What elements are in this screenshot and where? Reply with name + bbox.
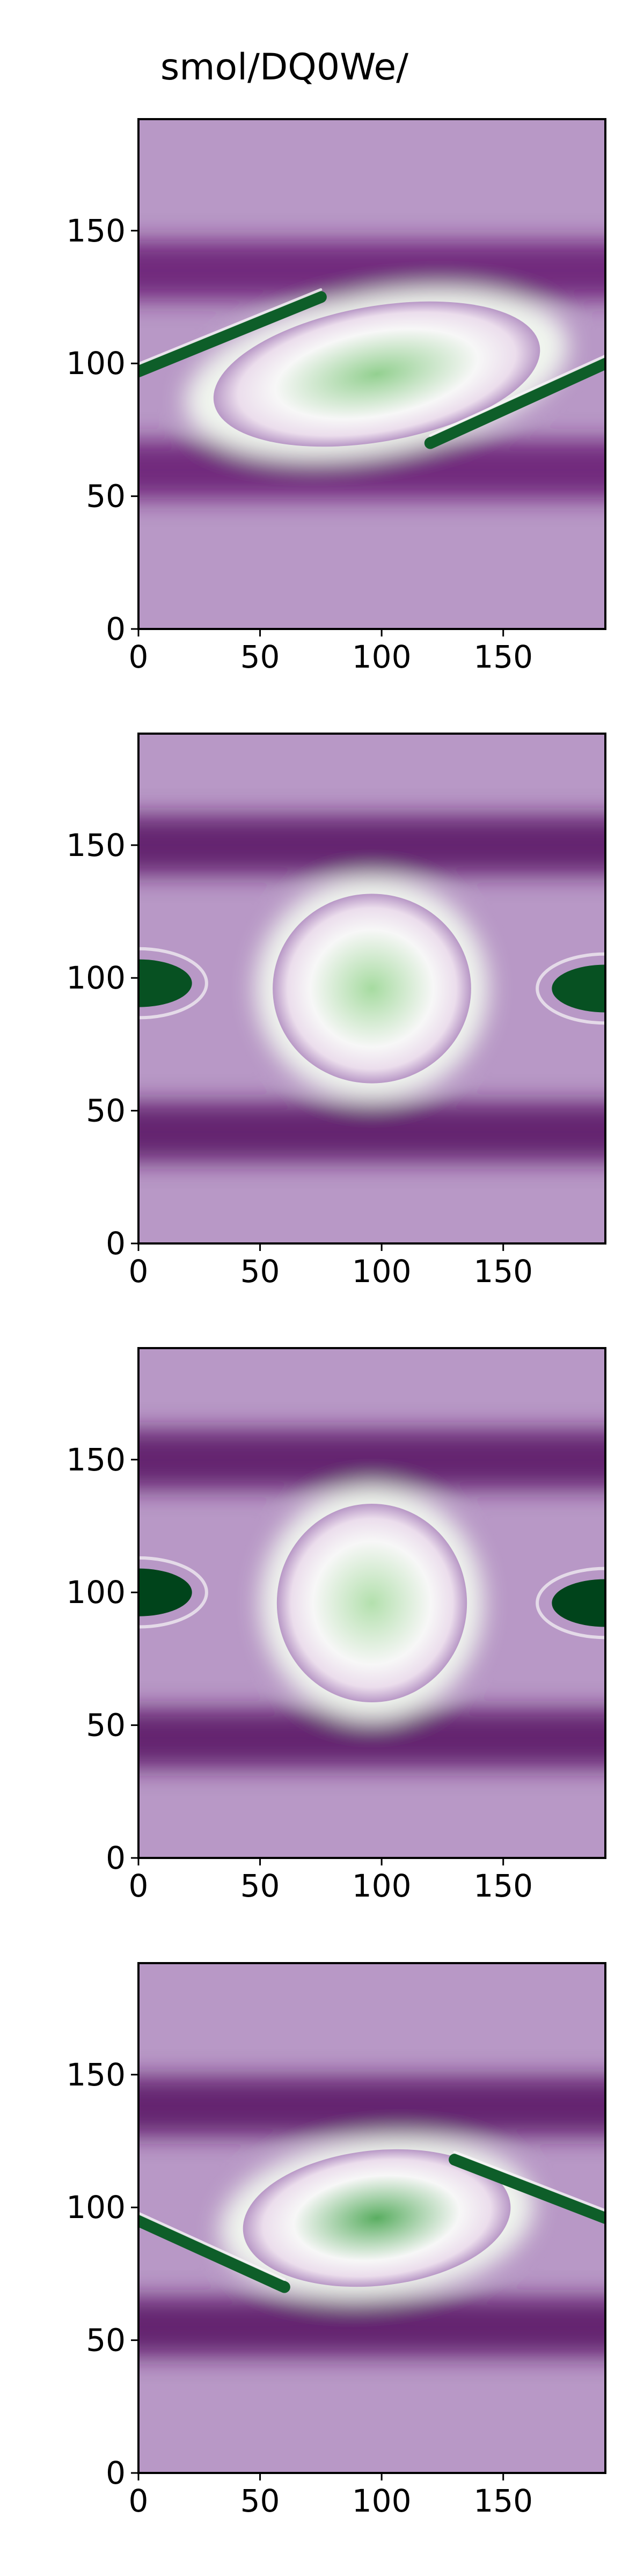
x-tick-label: 50	[240, 639, 280, 675]
figure-title: smol/DQ0We/	[160, 46, 408, 89]
y-tick-label: 0	[106, 2455, 126, 2491]
y-tick-label: 50	[86, 1707, 126, 1744]
x-tick-label: 0	[129, 2483, 149, 2519]
y-tick-label: 0	[106, 1225, 126, 1262]
x-tick-label: 100	[352, 1868, 412, 1904]
y-tick-label: 150	[66, 1441, 126, 1478]
heatmap-panel-1: 0 50 100 150 0 50 100 150	[66, 118, 606, 675]
x-tick-label: 0	[129, 639, 149, 675]
axes-frame	[137, 733, 606, 1245]
heatmap-panel-2: 0 50 100 150 0 50 100 150	[66, 733, 606, 1290]
y-tick-label: 100	[66, 345, 126, 382]
axes-frame	[137, 1347, 606, 1859]
y-tick-label: 100	[66, 960, 126, 996]
y-tick-label: 50	[86, 478, 126, 515]
x-tick-label: 150	[473, 1253, 533, 1290]
dark-band-1	[138, 2077, 605, 2136]
x-tick-label: 0	[129, 1253, 149, 1290]
edge-lobe-1	[138, 1568, 192, 1616]
edge-lobe-ring-2	[536, 952, 605, 1025]
filament-2	[424, 357, 605, 449]
vortex-core	[273, 894, 471, 1084]
filament-edge-1	[138, 2212, 286, 2281]
vortex-core	[213, 301, 540, 447]
filament-edge-2	[429, 354, 605, 437]
axes-frame	[137, 118, 606, 630]
filament-2	[449, 2154, 605, 2224]
edge-lobe-1	[138, 959, 192, 1007]
y-tick-label: 50	[86, 1093, 126, 1129]
x-tick-label: 100	[352, 2483, 412, 2519]
y-tick-label: 100	[66, 2189, 126, 2226]
dark-band-1	[138, 241, 605, 301]
x-tick-label: 100	[352, 639, 412, 675]
dark-band-1	[138, 815, 605, 875]
dark-band-2	[138, 1102, 605, 1162]
y-tick-label: 0	[106, 1840, 126, 1876]
plot-area	[138, 1348, 605, 1858]
y-tick-label: 50	[86, 2322, 126, 2359]
axes-frame	[137, 1962, 606, 2474]
heatmap-panel-4: 0 50 100 150 0 50 100 150	[66, 1962, 606, 2519]
heatmap-panel-3: 0 50 100 150 0 50 100 150	[66, 1347, 606, 1904]
x-tick-label: 150	[473, 1868, 533, 1904]
filament-edge-1	[138, 288, 323, 365]
dark-band-1	[138, 1430, 605, 1489]
edge-lobe-ring-1	[138, 1556, 208, 1629]
heatmap-panels: 0 50 100 150 0 50 100 150 0 50 100 150 0 50 100 150 0 50 1…	[66, 118, 606, 2519]
dark-band-2	[138, 2297, 605, 2357]
x-tick-label: 0	[129, 1868, 149, 1904]
plot-area	[138, 734, 605, 1243]
edge-lobe-2	[552, 964, 605, 1013]
y-tick-label: 150	[66, 213, 126, 249]
x-tick-label: 150	[473, 639, 533, 675]
y-tick-label: 100	[66, 1574, 126, 1611]
vortex-core	[243, 2149, 511, 2287]
edge-lobe-ring-2	[536, 1567, 605, 1640]
filament-edge-2	[453, 2150, 605, 2212]
filament-1	[138, 291, 327, 378]
x-tick-label: 50	[240, 1868, 280, 1904]
filament-1	[138, 2214, 290, 2293]
x-tick-label: 150	[473, 2483, 533, 2519]
x-tick-label: 50	[240, 1253, 280, 1290]
plot-area	[138, 119, 605, 629]
edge-lobe-ring-1	[138, 947, 208, 1020]
x-tick-label: 100	[352, 1253, 412, 1290]
plot-area	[138, 1963, 605, 2473]
y-tick-label: 150	[66, 827, 126, 863]
y-tick-label: 150	[66, 2057, 126, 2093]
x-tick-label: 50	[240, 2483, 280, 2519]
vortex-core	[276, 1503, 467, 1703]
y-tick-label: 0	[106, 611, 126, 647]
edge-lobe-2	[552, 1579, 605, 1627]
